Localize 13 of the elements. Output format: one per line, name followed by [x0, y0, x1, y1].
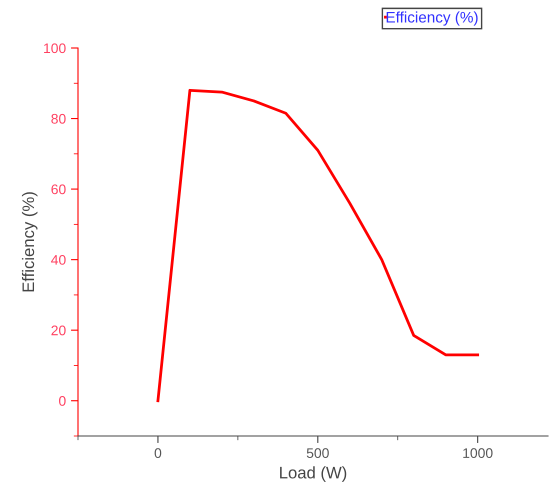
y-tick-label: 60: [51, 184, 66, 194]
line-series: [156, 88, 480, 402]
legend-label: Efficiency (%): [386, 11, 478, 26]
x-axis-title: Load (W): [280, 466, 346, 482]
y-tick-label: 20: [51, 326, 66, 336]
y-tick-label: 40: [51, 254, 66, 265]
y-tick-label: 0: [59, 396, 66, 406]
y-tick-label: 100: [44, 43, 66, 54]
x-tick-label: 0: [154, 448, 162, 458]
x-tick-label: 500: [306, 448, 329, 458]
y-tick-label: 80: [51, 114, 66, 124]
y-axis-title: Efficiency (%): [22, 192, 38, 292]
x-tick-label: 1000: [463, 448, 493, 458]
